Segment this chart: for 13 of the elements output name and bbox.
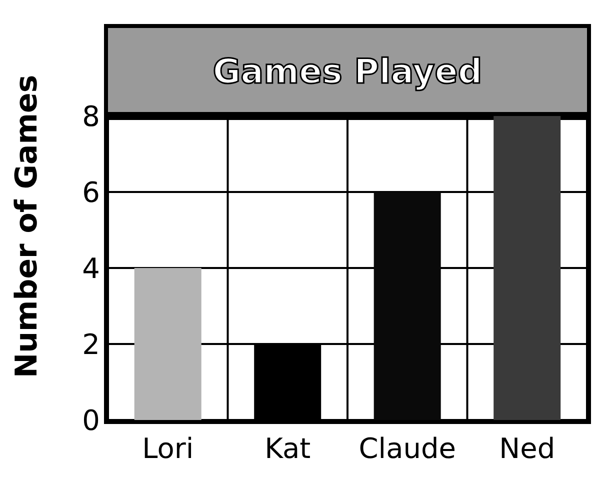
chart-title: Games Played — [108, 28, 587, 116]
y-axis-title: Number of Games — [10, 74, 45, 378]
x-tick-label: Kat — [264, 432, 311, 465]
bar — [494, 116, 561, 420]
y-tick-label: 6 — [82, 176, 100, 209]
y-tick-label: 0 — [82, 404, 100, 437]
y-tick-label: 2 — [82, 328, 100, 361]
bar — [134, 268, 202, 420]
y-tick-label: 8 — [82, 100, 100, 133]
x-tick-label: Claude — [358, 432, 456, 465]
x-tick-label: Ned — [499, 432, 556, 465]
x-tick-label: Lori — [142, 432, 194, 465]
y-tick-label: 4 — [82, 252, 100, 285]
